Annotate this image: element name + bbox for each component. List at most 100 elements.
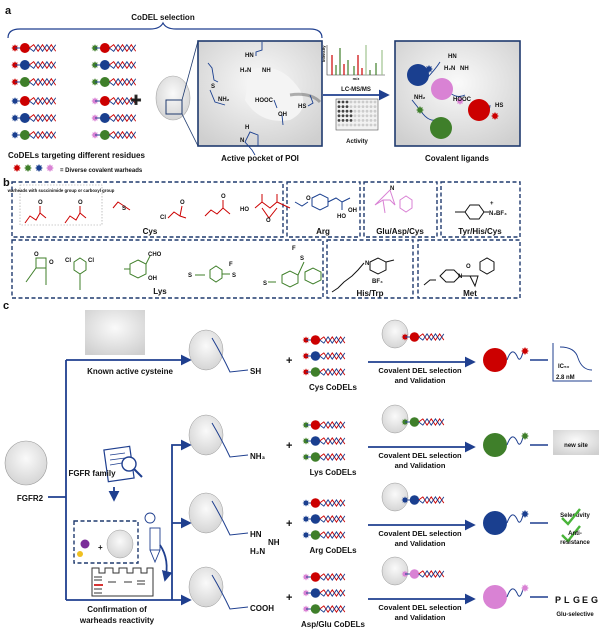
codel-selection-title: CoDEL selection [131,13,195,22]
atom-s: S [188,273,192,279]
codel-molecule [11,130,57,140]
building-block-icon [19,113,30,123]
hit-ligand-icon [483,511,507,535]
protein-icon [381,482,409,512]
fgfr2-protein-icon [4,440,48,486]
codel-molecule [302,436,346,446]
dna-tag [319,589,346,597]
atom-ho: HO [337,214,346,220]
residue-group-label: HN [250,530,262,539]
atom-o: O [49,260,54,266]
dna-tag [29,60,57,70]
warhead-legend-icons [13,164,54,172]
residue-group-label: NH₃ [250,452,266,461]
arg-h2n: H₂N [250,547,265,556]
warhead-star-icon [521,584,529,592]
dna-tag [109,96,137,106]
confirmation-line-1: Confirmation of [87,605,147,614]
tyr-warhead-box [440,181,521,238]
atom-s: S [232,273,236,279]
building-block-icon [409,417,420,427]
workflow-row: COOH + Asp/Glu CoDELs Covalent DEL selectio… [188,556,548,629]
atom-o: O [306,196,311,202]
plus-sign: + [286,518,292,530]
dna-tag [109,130,137,140]
hit-ligand-icon [483,585,507,609]
codel-molecule [401,495,445,505]
pocket-guanidine-h2n: H₂N [240,68,251,74]
warhead-star-icon [521,432,529,440]
atom-cl: Cl [88,258,94,264]
codel-molecule [91,77,137,87]
plus-icon: + [131,90,142,110]
building-block-icon [99,113,110,123]
ligand-blue [407,64,429,86]
atom-cho: CHO [148,252,162,258]
dna-tag [109,77,137,87]
protein-icon [381,319,409,349]
sequence-residue: L [564,595,570,605]
atom-o: O [34,252,39,258]
atom-o: O [466,264,471,270]
active-pocket-view: HN H₂N NH S NH₂ HOOC HS OH H N [197,40,323,156]
warhead-star-icon [24,164,32,172]
panel-a-label: a [5,5,12,17]
arg-nh: NH [268,538,280,547]
dna-tag [319,336,346,344]
plus-sign: + [98,543,103,552]
codel-molecule [302,514,346,524]
step-label: Covalent DEL selection [378,451,462,460]
dna-tag [109,60,137,70]
building-block-icon [310,367,321,377]
dna-tag [29,43,57,53]
dna-tag [319,573,346,581]
check-icon [561,525,581,543]
building-block-icon [310,572,321,582]
protein-icon [106,529,134,559]
residue-his-trp: His/Trp [356,289,383,298]
workflow-row: NH₃ + Lys CoDELs Covalent DEL selectionand … [188,404,548,477]
codel-molecule [401,332,445,342]
building-block-icon [99,130,110,140]
protein-icon [188,492,224,534]
hit-ligand-icon [483,433,507,457]
pocket-guanidine-nh: HN [245,53,254,59]
ms-spectrum: Intensity m/z [321,45,385,81]
arg-structure [294,193,351,211]
warhead-star-icon [35,164,43,172]
activity-label: Activity [346,139,368,145]
building-block-icon [99,96,110,106]
lys-warhead-box [11,239,324,299]
building-block-icon [310,514,321,524]
codel-molecule [11,60,57,70]
ligand-group-hooc: HOOC [453,97,472,103]
met-structure [423,257,495,288]
hit-ligand-icon [483,348,507,372]
warhead-star-icon [13,164,21,172]
atom-o: O [180,200,185,206]
step-label: and Validation [395,461,446,470]
building-block-icon [310,604,321,614]
atom-bf4: BF₄ [372,279,383,285]
library-caption: CoDELs targeting different residues [8,151,145,160]
fgfr2-label: FGFR2 [17,494,44,503]
codel-molecule [11,113,57,123]
residue-tyr-his-cys: Tyr/His/Cys [458,227,502,236]
dna-tag [319,515,346,523]
codel-molecule [91,130,137,140]
confirmation-line-2: warheads reactivity [79,616,155,625]
dna-tag [319,531,346,539]
fgfr-family-label: FGFR family [68,469,116,478]
residue-cys: Cys [143,227,158,236]
warhead-star-icon [46,164,54,172]
building-block-icon [310,335,321,345]
residue-glu-asp-cys: Glu/Asp/Cys [376,227,424,236]
atom-n: N [390,186,394,192]
workflow-arrows [48,354,192,606]
atom-n: N [458,274,462,280]
building-block-icon [99,60,110,70]
library-label: Lys CoDELs [310,468,357,477]
ic50-label: IC₅₀ [558,364,570,370]
